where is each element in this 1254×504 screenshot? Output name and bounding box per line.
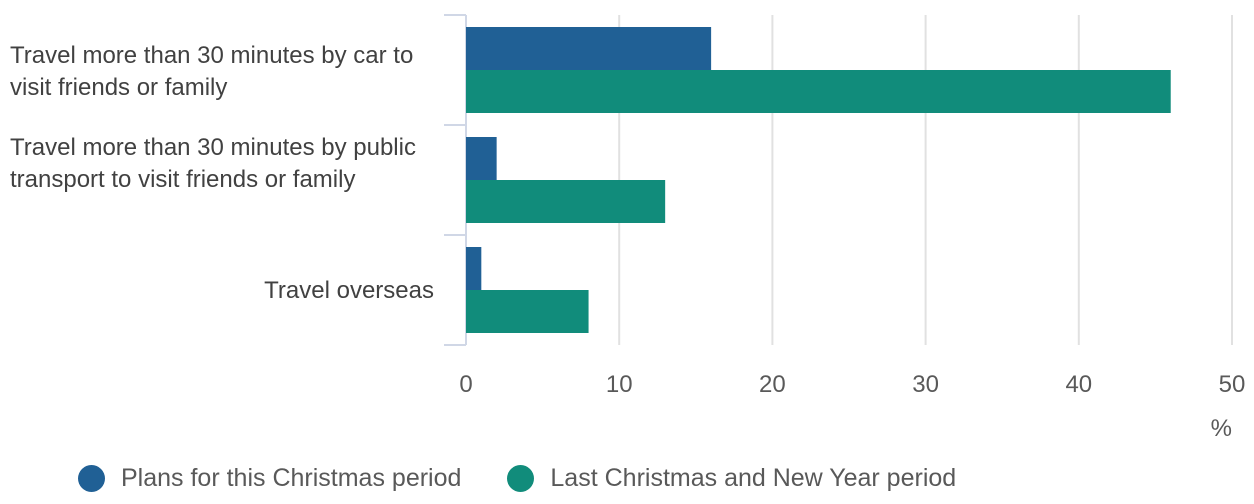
category-label-overseas: Travel overseas: [264, 277, 434, 304]
x-tick-label: 10: [606, 371, 633, 398]
bar-last: [466, 290, 589, 333]
bar-plans: [466, 247, 482, 290]
x-tick-label: 30: [912, 371, 939, 398]
x-tick-label: 0: [459, 371, 472, 398]
bar-plans: [466, 137, 497, 180]
bar-last: [466, 180, 666, 223]
x-tick-label: 20: [759, 371, 786, 398]
bar-last: [466, 70, 1171, 113]
category-label-public-transport: Travel more than 30 minutes by public tr…: [10, 134, 416, 193]
legend-swatch-last: [507, 464, 535, 492]
bar-plans: [466, 27, 712, 70]
legend-swatch-plans: [78, 464, 105, 492]
x-axis-label: %: [1211, 415, 1232, 442]
legend-item-plans: Plans for this Christmas period: [78, 464, 461, 493]
category-label-car: Travel more than 30 minutes by car to vi…: [10, 42, 414, 101]
legend: Plans for this Christmas period Last Chr…: [78, 458, 1002, 498]
legend-label-last: Last Christmas and New Year period: [550, 463, 957, 492]
legend-label-plans: Plans for this Christmas period: [121, 463, 462, 492]
x-tick-label: 50: [1219, 371, 1246, 398]
legend-item-last: Last Christmas and New Year period: [507, 464, 956, 493]
x-tick-label: 40: [1065, 371, 1092, 398]
